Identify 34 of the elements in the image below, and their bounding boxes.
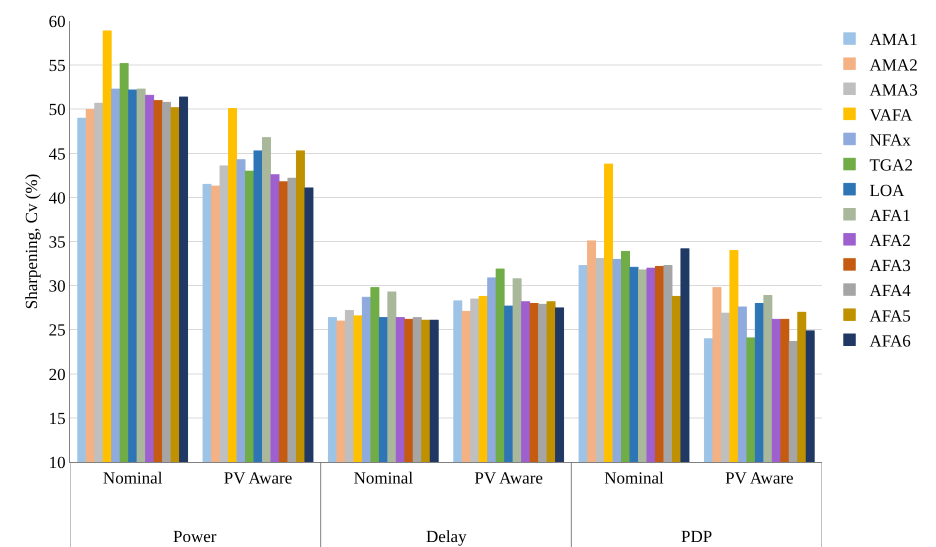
y-tick-label: 60 (48, 12, 66, 31)
text: PDP (681, 527, 712, 546)
y-tick-label: 35 (48, 232, 66, 252)
x-tick-label: Nominal (604, 468, 664, 488)
y-tick-label: 20 (48, 364, 66, 384)
legend-label: AMA1 (870, 30, 918, 50)
legend-label: AFA5 (870, 306, 911, 326)
y-tick-label: 45 (48, 144, 66, 164)
y-axis-title: Sharpening, Cv (%) (22, 174, 42, 310)
x-tick-label: PV Aware (224, 468, 292, 488)
legend-label: NFAx (870, 130, 912, 150)
y-tick-label: 50 (48, 100, 66, 120)
y-tick-label: 15 (48, 408, 66, 428)
y-tick-label: 25 (48, 320, 66, 340)
x-tick-label: Nominal (354, 468, 414, 488)
legend-label: AFA2 (870, 230, 911, 250)
y-tick-label: 40 (48, 188, 66, 208)
text: Power (173, 527, 217, 546)
x-tick-label: Nominal (102, 468, 163, 488)
x-tick-label: PV Aware (725, 468, 794, 488)
legend-label: AFA6 (870, 331, 911, 350)
text: Delay (426, 527, 468, 546)
legend-label: AMA3 (870, 80, 918, 100)
y-tick-label: 55 (48, 56, 66, 76)
legend-label: AFA1 (870, 206, 911, 225)
legend-label: AFA4 (870, 281, 912, 300)
y-tick-label: 30 (48, 276, 66, 296)
legend-label: AMA2 (870, 55, 918, 74)
x-tick-label: PV Aware (474, 468, 543, 488)
legend-label: AFA3 (870, 256, 911, 276)
y-tick-label: 10 (48, 452, 66, 472)
legend-label: VAFA (870, 105, 914, 124)
legend-label: TGA2 (870, 156, 913, 175)
legend-label: LOA (870, 180, 906, 200)
